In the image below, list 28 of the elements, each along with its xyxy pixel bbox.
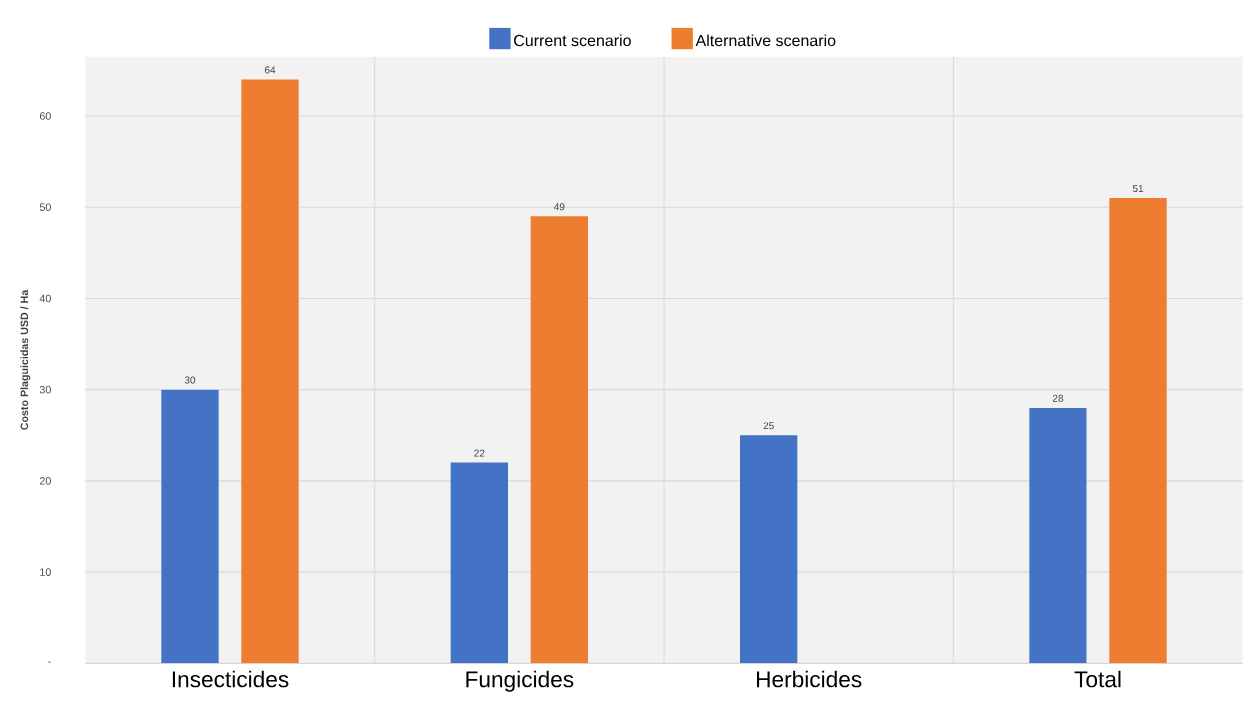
bar: [450, 462, 509, 664]
data-label: 49: [554, 203, 565, 211]
y-tick-label: 30: [39, 385, 51, 394]
bar: [161, 389, 219, 664]
legend-label: Alternative scenario: [695, 34, 836, 46]
x-tick-label: Herbicides: [757, 670, 862, 688]
y-tick-label: -: [48, 661, 51, 663]
x-tick-label: Fungicides: [466, 670, 574, 692]
x-tick-label: Total: [1074, 670, 1121, 688]
y-tick-label: 40: [39, 294, 51, 303]
bar: [1109, 197, 1167, 664]
data-label: 22: [474, 449, 485, 457]
legend-label: Current scenario: [514, 34, 631, 46]
y-tick-label: 10: [40, 568, 51, 576]
y-tick-label: 20: [39, 476, 51, 485]
bar: [530, 216, 589, 664]
y-axis-title: Costo Plaguicidas USD / Ha: [20, 289, 31, 430]
data-label: 30: [184, 376, 196, 384]
bar: [1029, 407, 1087, 664]
y-tick-label: 50: [39, 203, 51, 211]
data-label: 25: [763, 421, 774, 430]
data-label: 64: [264, 66, 276, 74]
data-label: 51: [1132, 184, 1144, 192]
y-tick-label: 60: [39, 112, 51, 120]
x-tick-label: Insecticides: [172, 670, 289, 688]
bar: [241, 79, 299, 664]
data-label: 28: [1052, 394, 1064, 402]
bar: [740, 435, 798, 664]
